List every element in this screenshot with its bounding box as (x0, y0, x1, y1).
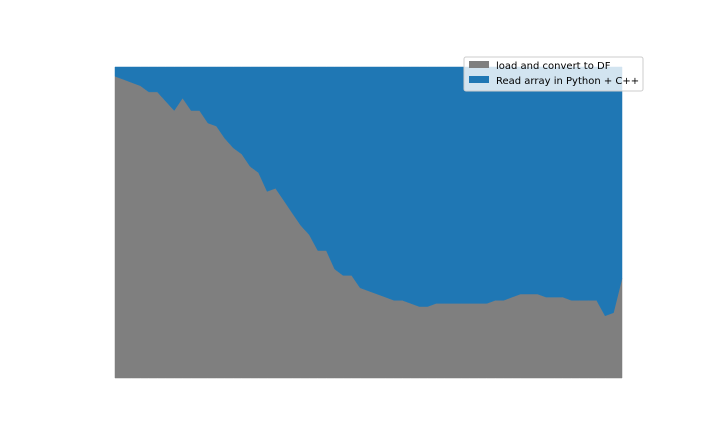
legend-label-load-and-convert: load and convert to DF (496, 61, 611, 72)
legend-swatch-read-array (469, 76, 489, 83)
area-series-1 (114, 66, 623, 317)
legend: load and convert to DF Read array in Pyt… (463, 56, 644, 92)
legend-label-read-array: Read array in Python + C++ (496, 76, 639, 87)
legend-swatch-load-and-convert (469, 61, 489, 68)
legend-frame (463, 56, 644, 92)
plot-area (114, 66, 623, 379)
